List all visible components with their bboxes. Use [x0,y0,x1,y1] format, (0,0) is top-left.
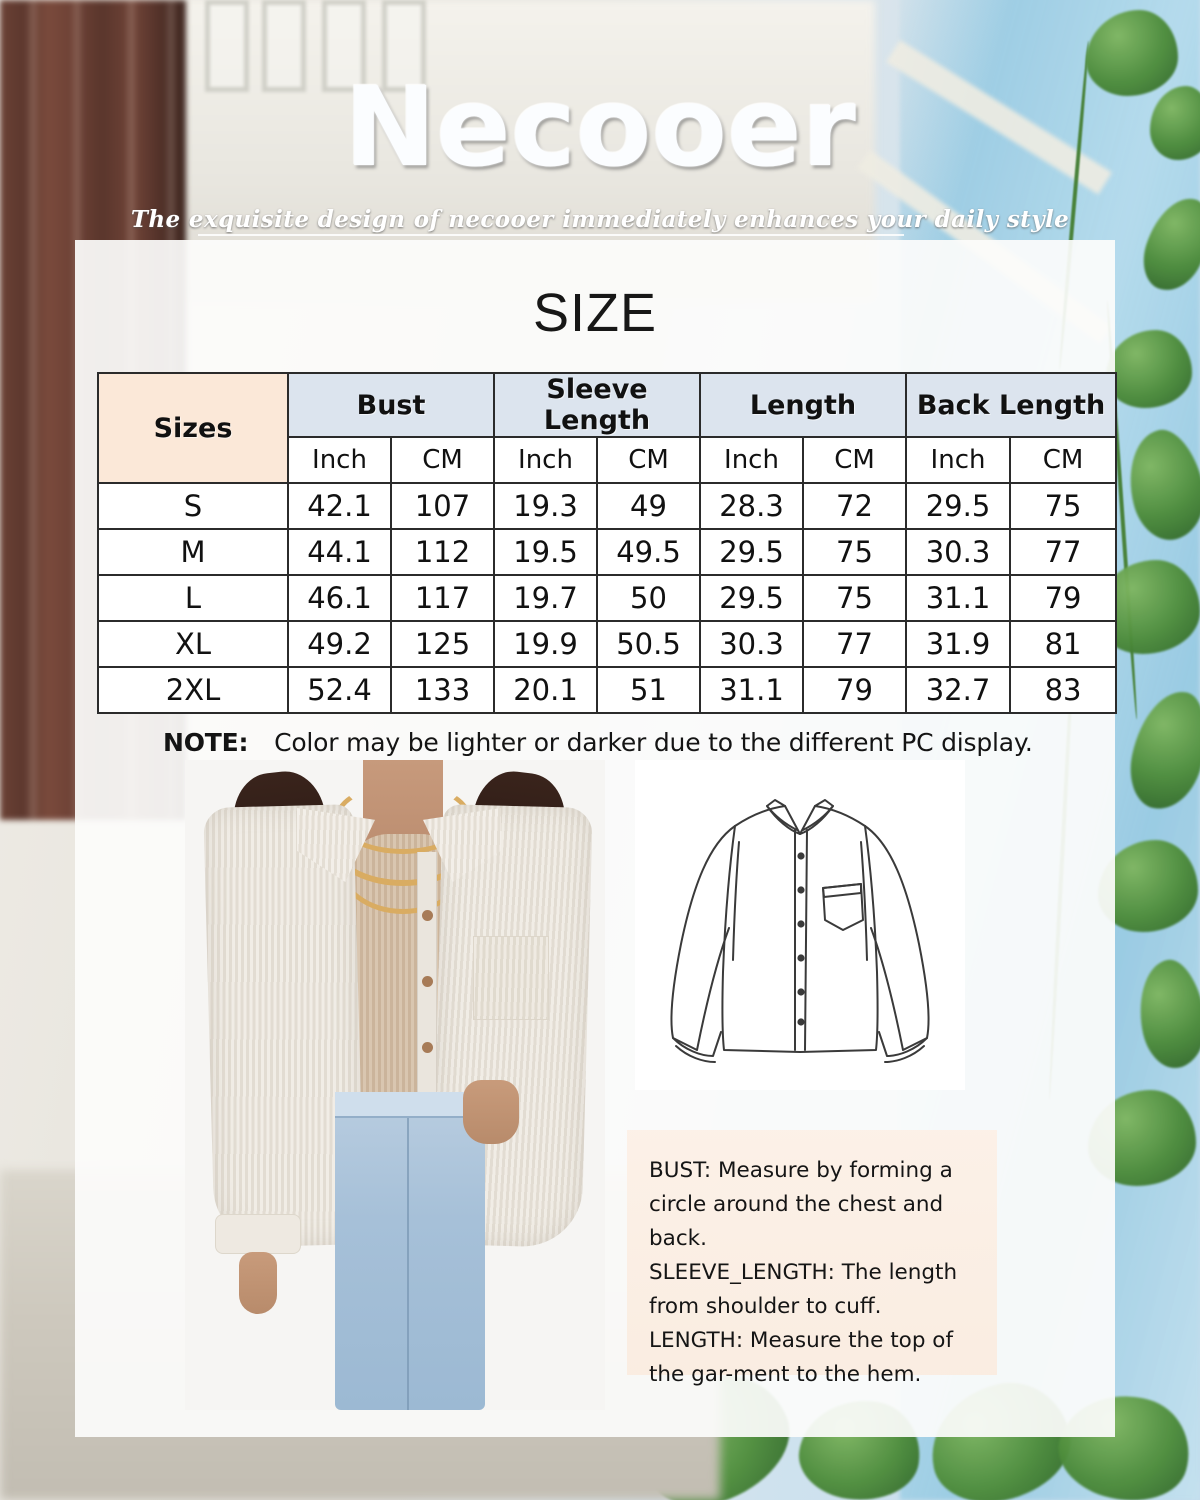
model-jeans-waistband [335,1092,485,1118]
table-unit-header-row: Inch CM Inch CM Inch CM Inch CM [98,436,1118,484]
cell-value: 112 [390,528,495,576]
model-cuff [215,1214,301,1254]
cell-value: 19.9 [493,620,598,668]
header-unit-sleeve-cm: CM [596,436,701,484]
header-sizes: Sizes [97,372,289,484]
background-leaf [1106,330,1192,408]
cell-value: 83 [1009,666,1118,714]
brand-tagline: The exquisite design of necooer immediat… [130,206,1070,233]
cell-value: 29.5 [905,482,1012,530]
cell-value: 32.7 [905,666,1012,714]
instruction-sleeve-length: SLEEVE_LENGTH: The length from shoulder … [649,1259,958,1319]
model-jeans [335,1092,485,1410]
header-unit-back-length-cm: CM [1009,436,1118,484]
background-window-pane [382,0,426,92]
model-photo [185,760,605,1410]
header-unit-bust-inch: Inch [287,436,392,484]
cell-value: 19.3 [493,482,598,530]
cell-value: 31.1 [699,666,804,714]
cell-value: 72 [801,482,908,530]
header-unit-sleeve-inch: Inch [493,436,598,484]
cell-value: 52.4 [287,666,392,714]
header-unit-length-inch: Inch [699,436,804,484]
size-chart-card: SIZE Sizes Bust Sleeve Length Length Bac… [75,240,1118,1440]
background-leaf [1086,10,1178,96]
page-title: SIZE [532,283,658,343]
cell-value: 117 [390,574,495,622]
header-group-sleeve-length: Sleeve Length [493,372,701,438]
cell-value: 49.5 [596,528,701,576]
cell-value: 28.3 [699,482,804,530]
cell-value: 30.3 [905,528,1012,576]
tagline-underline [198,234,904,236]
cell-size: L [97,574,289,622]
model-hand [463,1080,519,1144]
lower-section: BUST: Measure by forming a circle around… [75,760,1115,1440]
instruction-length: LENGTH: Measure the top of the gar-ment … [649,1327,954,1387]
cell-value: 125 [390,620,495,668]
table-row: 2XL 52.4 133 20.1 51 31.1 79 32.7 83 [97,666,1118,714]
cell-value: 81 [1009,620,1118,668]
cell-value: 75 [801,574,908,622]
cell-size: 2XL [97,666,289,714]
cell-value: 31.1 [905,574,1012,622]
cell-value: 75 [1009,482,1118,530]
table-row: S 42.1 107 19.3 49 28.3 72 29.5 75 [97,482,1118,530]
cell-value: 29.5 [699,574,804,622]
cell-value: 50.5 [596,620,701,668]
cell-value: 49 [596,482,701,530]
size-table: Sizes Bust Sleeve Length Length Back Len… [97,372,1118,714]
header-group-bust: Bust [287,372,495,438]
table-row: L 46.1 117 19.7 50 29.5 75 31.1 79 [97,574,1118,622]
note-label: NOTE: [163,728,249,757]
cell-value: 75 [801,528,908,576]
note-text: Color may be lighter or darker due to th… [274,728,1033,757]
cell-value: 29.5 [699,528,804,576]
cell-value: 77 [1009,528,1118,576]
cell-value: 20.1 [493,666,598,714]
brand-logo: Necooer [344,63,856,191]
cell-value: 49.2 [287,620,392,668]
cell-value: 19.5 [493,528,598,576]
header-group-back-length: Back Length [905,372,1118,438]
size-table-container: Sizes Bust Sleeve Length Length Back Len… [75,372,1118,714]
cell-value: 79 [1009,574,1118,622]
cell-size: S [97,482,289,530]
table-row: XL 49.2 125 19.9 50.5 30.3 77 31.9 81 [97,620,1118,668]
header-unit-back-length-inch: Inch [905,436,1012,484]
cell-value: 77 [801,620,908,668]
cell-value: 133 [390,666,495,714]
cell-value: 44.1 [287,528,392,576]
cell-value: 19.7 [493,574,598,622]
cell-value: 107 [390,482,495,530]
header-group-length: Length [698,372,908,438]
cell-value: 50 [596,574,701,622]
background-window-pane [262,0,306,92]
table-row: M 44.1 112 19.5 49.5 29.5 75 30.3 77 [97,528,1118,576]
cell-value: 46.1 [287,574,392,622]
model-hand [239,1252,277,1314]
header-unit-bust-cm: CM [390,436,495,484]
background-window-pane [322,0,366,92]
header-unit-length-cm: CM [801,436,908,484]
instruction-bust: BUST: Measure by forming a circle around… [649,1158,953,1251]
cell-value: 51 [596,666,701,714]
model-chest-pocket [473,936,549,1020]
cell-value: 42.1 [287,482,392,530]
cell-value: 79 [801,666,908,714]
table-group-header-row: Sizes Bust Sleeve Length Length Back Len… [97,372,1118,484]
cell-value: 31.9 [905,620,1012,668]
cell-size: XL [97,620,289,668]
cell-value: 30.3 [699,620,804,668]
note-row: NOTE: Color may be lighter or darker due… [163,728,1115,757]
background-window-pane [205,0,249,92]
measurement-instructions: BUST: Measure by forming a circle around… [627,1130,997,1387]
garment-sketch [635,760,965,1090]
cell-size: M [97,528,289,576]
